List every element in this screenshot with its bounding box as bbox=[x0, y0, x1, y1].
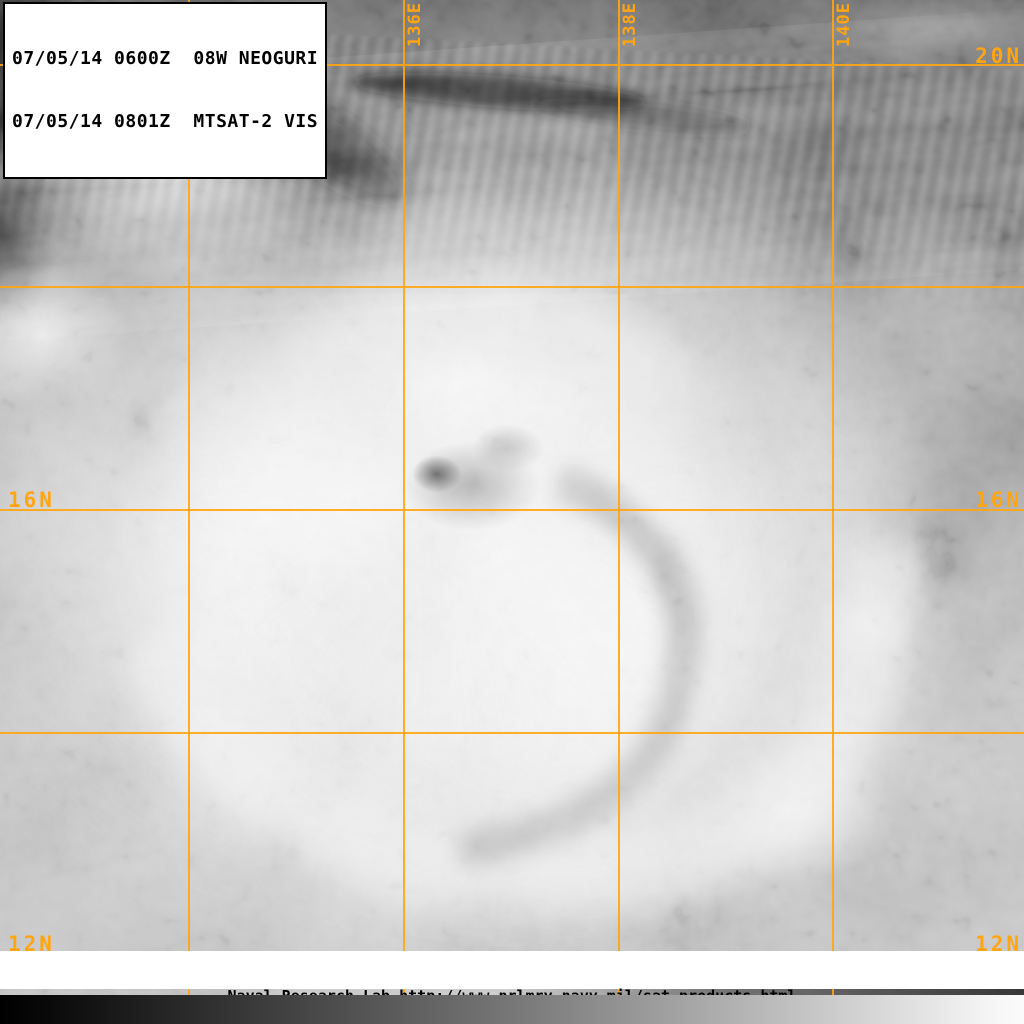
gridline-14n bbox=[0, 732, 1024, 734]
grayscale-calibration-bar bbox=[0, 995, 1024, 1024]
info-line-datetime-sensor: 07/05/14 0801Z MTSAT-2 VIS bbox=[12, 111, 319, 132]
lat-label-16n-left: 16N bbox=[8, 488, 55, 512]
gridline-138e bbox=[618, 0, 620, 995]
gridline-140e bbox=[832, 0, 834, 995]
lat-label-12n-right: 12N bbox=[975, 932, 1022, 956]
info-line-datetime-storm: 07/05/14 0600Z 08W NEOGURI bbox=[12, 48, 319, 69]
gridline-134e bbox=[188, 0, 190, 995]
satellite-image: 136E 138E 140E 20N 20N 16N 16N 12N 12N 0… bbox=[0, 0, 1024, 995]
lat-label-20n-right: 20N bbox=[975, 44, 1022, 68]
image-info-box: 07/05/14 0600Z 08W NEOGURI 07/05/14 0801… bbox=[3, 2, 328, 179]
gridline-18n bbox=[0, 286, 1024, 288]
bottom-image-strip bbox=[0, 984, 1024, 995]
gridline-16n bbox=[0, 509, 1024, 511]
lat-label-12n-left: 12N bbox=[8, 932, 55, 956]
lon-label-140e: 140E bbox=[834, 2, 854, 47]
lon-label-138e: 138E bbox=[620, 2, 640, 47]
lon-label-136e: 136E bbox=[405, 2, 425, 47]
gridline-136e bbox=[403, 0, 405, 995]
caption-bar: Naval Research Lab http://www.nrlmry.nav… bbox=[0, 951, 1024, 1005]
lat-label-16n-right: 16N bbox=[975, 488, 1022, 512]
gridline-20n bbox=[0, 64, 1024, 66]
